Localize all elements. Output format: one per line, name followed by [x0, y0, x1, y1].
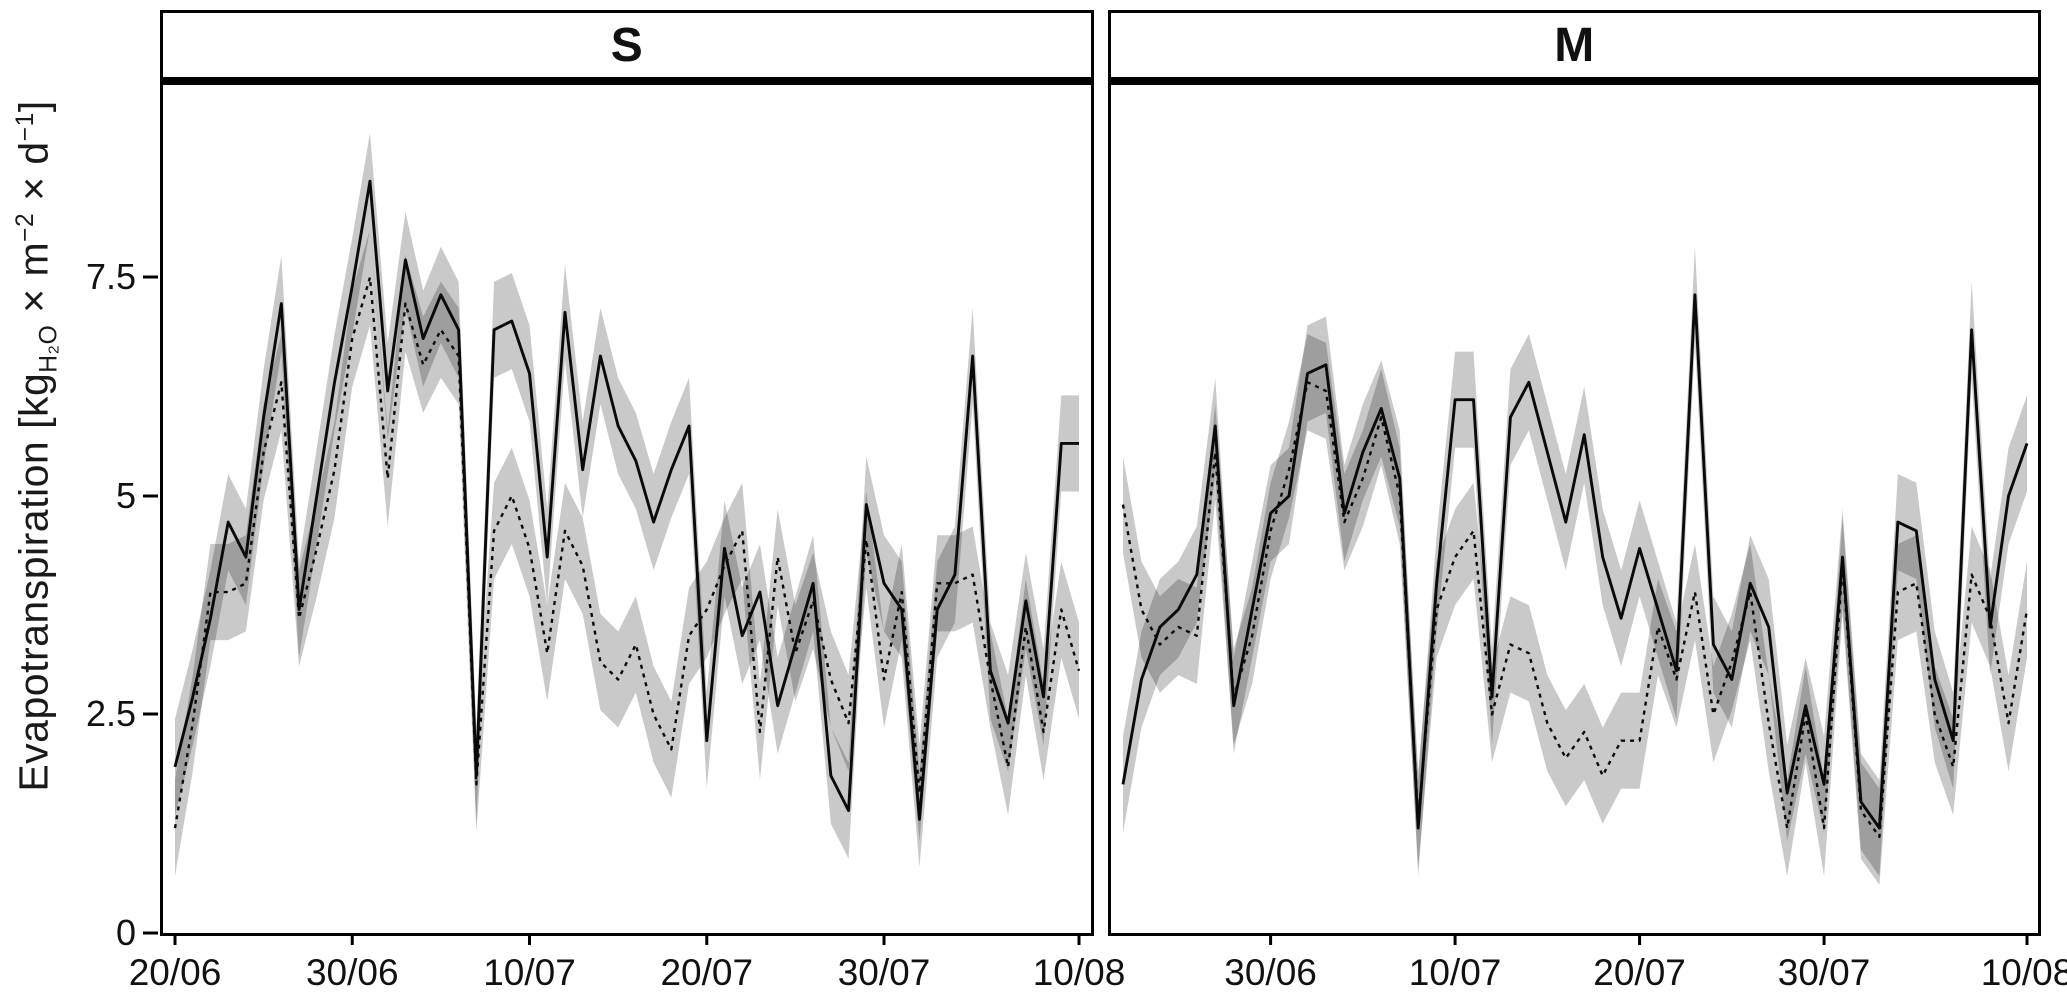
series-line-solid	[1121, 293, 2028, 830]
x-tick-label: 10/07	[1408, 952, 1501, 993]
panel-strip-S: S	[160, 10, 1094, 77]
y-tick-mark	[143, 275, 158, 279]
x-tick-label: 30/07	[1777, 952, 1870, 993]
confidence-ribbon-dashed	[1122, 334, 2027, 885]
x-tick-label: 20/06	[129, 952, 222, 993]
panel-plot-M: 30/06 10/07 20/07 30/07 10/08	[1107, 77, 2067, 993]
y-tick-label: 7.5	[85, 256, 136, 298]
panel-S: S 20/06 30/06 10/07 20/07 30/07 10/08	[129, 10, 1125, 993]
y-title-superscript-2: −1	[11, 111, 39, 141]
y-title-superscript-1: −2	[11, 212, 39, 242]
y-tick-mark	[143, 712, 158, 716]
y-title-mid1: × m	[10, 241, 57, 325]
panel-chart-svg: 20/06 30/06 10/07 20/07 30/07 10/08	[129, 133, 1125, 993]
x-tick-label: 20/07	[1593, 952, 1686, 993]
x-tick-label: 10/07	[483, 952, 576, 993]
y-axis-title: Evapotranspiration [kgH₂O × m−2 × d−1]	[6, 10, 68, 1000]
y-title-pre: Evapotranspiration [kg	[10, 372, 57, 792]
panel-title-M: M	[1554, 18, 1595, 72]
y-tick-label: 0	[115, 912, 136, 953]
series-line-dashed	[173, 276, 1081, 829]
x-tick-label: 20/07	[660, 952, 753, 993]
y-title-subscript: H₂O	[35, 324, 63, 373]
x-tick-label: 10/08	[1033, 952, 1126, 993]
y-axis-title-text: Evapotranspiration [kgH₂O × m−2 × d−1]	[10, 100, 63, 791]
panel-plot-S: 20/06 30/06 10/07 20/07 30/07 10/08	[129, 77, 1125, 993]
x-tick-label: 30/07	[838, 952, 931, 993]
confidence-ribbon-solid	[175, 133, 1079, 868]
y-tick-label: 5	[115, 474, 136, 516]
panel-M: M 30/06 10/07 20/07 30/07 10/08	[1107, 10, 2067, 993]
y-tick-mark	[143, 494, 158, 498]
y-title-mid2: × d	[10, 140, 57, 213]
y-tick-mark	[143, 931, 158, 935]
panel-strip-M: M	[1107, 10, 2041, 77]
panel-title-S: S	[610, 18, 643, 72]
x-tick-label: 30/06	[1224, 952, 1317, 993]
series-line-dashed	[1121, 381, 2028, 839]
confidence-ribbon-dashed	[175, 229, 1079, 877]
panels-row: S 20/06 30/06 10/07 20/07 30/07 10/08 M 30/06…	[129, 10, 2067, 1000]
y-axis-ticks: 0 2.5 5 7.5	[68, 10, 160, 1000]
y-title-post: ]	[10, 99, 57, 112]
x-tick-label: 30/06	[306, 952, 399, 993]
panel-chart-svg: 30/06 10/07 20/07 30/07 10/08	[1121, 246, 2067, 993]
x-tick-label: 10/08	[1980, 952, 2067, 993]
series-line-solid	[173, 179, 1079, 821]
confidence-ribbon-solid	[1122, 246, 2027, 877]
y-tick-label: 2.5	[85, 693, 136, 735]
